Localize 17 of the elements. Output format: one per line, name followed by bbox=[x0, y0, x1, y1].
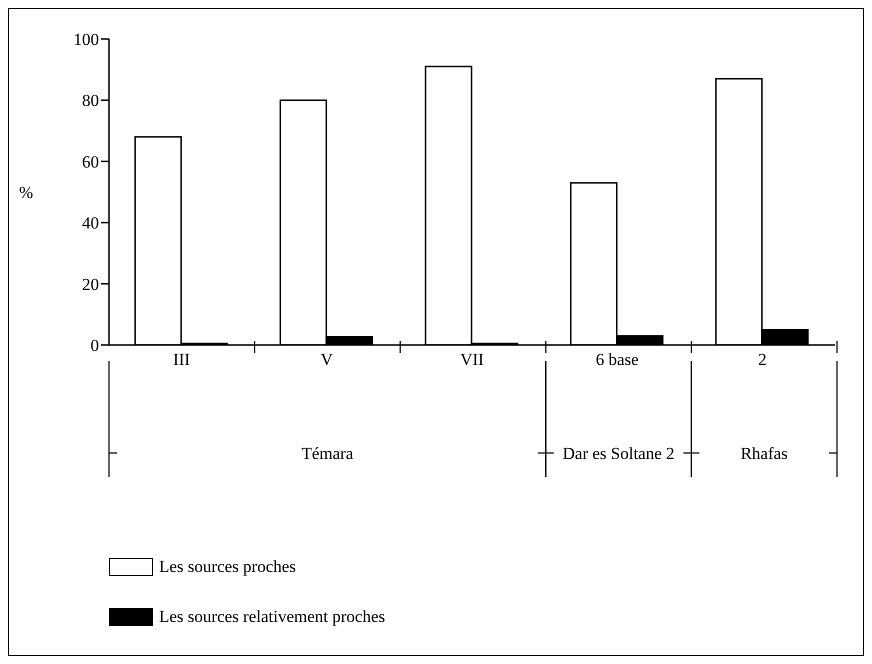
text: Rhafas bbox=[740, 444, 788, 463]
y-tick-label: 100 bbox=[74, 30, 99, 50]
x-tick-label: V bbox=[320, 350, 334, 370]
text: Dar es Soltane 2 bbox=[562, 444, 675, 463]
y-tick-label: 20 bbox=[82, 274, 99, 294]
y-tick-label: 40 bbox=[82, 214, 99, 233]
y-axis-title: % bbox=[19, 183, 34, 202]
y-tick-label: 80 bbox=[82, 91, 99, 110]
legend-label: Les sources proches bbox=[159, 557, 296, 577]
x-tick-label: 6 base bbox=[596, 350, 639, 370]
x-tick-label: 2 bbox=[758, 350, 767, 370]
legend-label: Les sources relativement proches bbox=[159, 607, 386, 627]
x-tick-label: VII bbox=[460, 350, 484, 370]
y-tick-label: 0 bbox=[90, 336, 99, 356]
y-tick-label: 60 bbox=[82, 152, 99, 172]
text: Témara bbox=[301, 444, 354, 463]
x-tick-label: III bbox=[173, 350, 190, 370]
